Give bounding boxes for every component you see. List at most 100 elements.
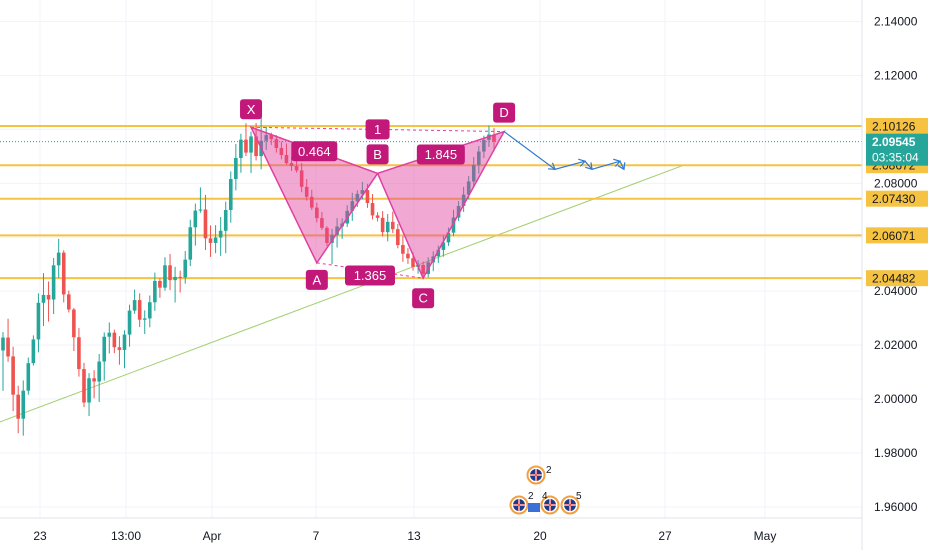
candle-body xyxy=(168,265,172,281)
candle-body xyxy=(46,294,51,300)
event-flag-lower-3[interactable] xyxy=(560,495,580,515)
candle-body xyxy=(421,265,425,274)
candle-body xyxy=(193,210,198,228)
candle-body xyxy=(97,361,101,382)
candle-body xyxy=(6,337,10,357)
candle-body xyxy=(1,337,5,351)
candle-body xyxy=(315,207,319,219)
x-tick-label: 23 xyxy=(33,529,47,543)
candle-body xyxy=(335,226,339,235)
level-price-tag[interactable] xyxy=(866,270,928,287)
candle-body xyxy=(102,336,107,362)
candle-body xyxy=(299,170,304,187)
candle-body xyxy=(320,218,324,228)
x-tick-label: 7 xyxy=(313,529,320,543)
candle-body xyxy=(21,390,26,419)
candle-body xyxy=(441,242,446,250)
x-tick-label: Apr xyxy=(203,529,222,543)
candle-body xyxy=(370,203,375,216)
candle-body xyxy=(67,294,71,310)
y-tick-label: 2.04000 xyxy=(874,284,918,298)
candle-body xyxy=(264,135,269,141)
event-markers[interactable]: 22 4 5 xyxy=(509,465,583,515)
candle-body xyxy=(82,369,86,403)
trendline[interactable] xyxy=(0,165,683,423)
candle-body xyxy=(294,166,299,171)
projection-arrowhead xyxy=(578,158,587,167)
candle-body xyxy=(249,136,253,153)
candle-body xyxy=(254,136,258,157)
point-x-label-bg xyxy=(240,99,263,120)
candle-body xyxy=(289,163,294,167)
y-tick-label: 1.98000 xyxy=(874,446,918,460)
candle-body xyxy=(411,258,415,267)
candle-body xyxy=(360,190,365,194)
projection-line[interactable] xyxy=(503,131,625,170)
candle-body xyxy=(137,300,142,320)
projection-arrowhead xyxy=(613,158,622,167)
candle-body xyxy=(92,378,96,382)
candle-body xyxy=(355,193,360,202)
point-d-label[interactable]: D xyxy=(499,105,508,120)
event-flag-upper[interactable] xyxy=(526,465,546,485)
projection-path[interactable] xyxy=(503,131,626,171)
candle-body xyxy=(61,252,66,295)
x-tick-label: May xyxy=(754,529,777,543)
candle-body xyxy=(451,217,456,233)
ratio-xb-label[interactable]: 0.464 xyxy=(298,144,331,159)
horizontal-levels[interactable] xyxy=(0,125,862,280)
event-flag-lower-1[interactable] xyxy=(509,495,529,515)
level-price-label: 2.06071 xyxy=(872,229,916,243)
candle-body xyxy=(234,157,238,180)
candle-body xyxy=(158,280,162,288)
candle-body xyxy=(228,179,233,211)
ratio-xd-label-bg xyxy=(365,119,390,140)
level-price-tag[interactable] xyxy=(866,227,928,244)
candle-body xyxy=(401,245,405,254)
point-b-label[interactable]: B xyxy=(373,147,382,162)
harmonic-pattern[interactable]: X A B C D 0.464 1.365 1.845 1 xyxy=(240,99,516,309)
point-a-label[interactable]: A xyxy=(312,272,321,287)
candle-body xyxy=(446,232,451,243)
candle-body xyxy=(436,249,441,257)
candle-body xyxy=(173,276,177,281)
event-flag-lower-2[interactable] xyxy=(540,495,560,515)
candle-body xyxy=(72,309,76,338)
x-tick-label: 27 xyxy=(658,529,672,543)
level-price-tag[interactable] xyxy=(866,118,928,135)
candle-body xyxy=(163,265,167,288)
level-price-tag[interactable] xyxy=(866,190,928,207)
ratio-bd-label[interactable]: 1.845 xyxy=(425,147,458,162)
candle-body xyxy=(309,196,314,208)
candle-body xyxy=(122,334,127,350)
y-tick-label: 2.02000 xyxy=(874,338,918,352)
candle-body xyxy=(198,209,203,211)
current-price-label: 2.09545 xyxy=(872,135,916,149)
candle-body xyxy=(223,210,228,231)
point-d-label-bg xyxy=(493,102,516,123)
ratio-xd-label[interactable]: 1 xyxy=(374,122,381,137)
point-x-label[interactable]: X xyxy=(247,102,256,117)
candle-body xyxy=(244,139,248,153)
candle-body xyxy=(330,234,334,243)
candle-body xyxy=(492,134,496,142)
candle-body xyxy=(153,280,157,303)
candle-body xyxy=(390,221,395,230)
thumbs-up-icon xyxy=(528,503,540,512)
current-price-badge[interactable] xyxy=(866,133,928,166)
projection-arrowhead xyxy=(617,162,626,171)
y-tick-label: 2.12000 xyxy=(874,68,918,82)
ascending-trendline[interactable] xyxy=(0,165,683,423)
candle-body xyxy=(11,356,15,395)
candle-body xyxy=(482,139,486,152)
candle-body xyxy=(41,294,46,303)
y-tick-label: 2.00000 xyxy=(874,392,918,406)
ratio-ac-label[interactable]: 1.365 xyxy=(354,268,387,283)
candle-body xyxy=(51,265,56,300)
point-c-label[interactable]: C xyxy=(418,291,427,306)
bar-countdown-label: 03:35:04 xyxy=(872,151,919,165)
event-count-lower-2: 4 xyxy=(542,491,548,502)
